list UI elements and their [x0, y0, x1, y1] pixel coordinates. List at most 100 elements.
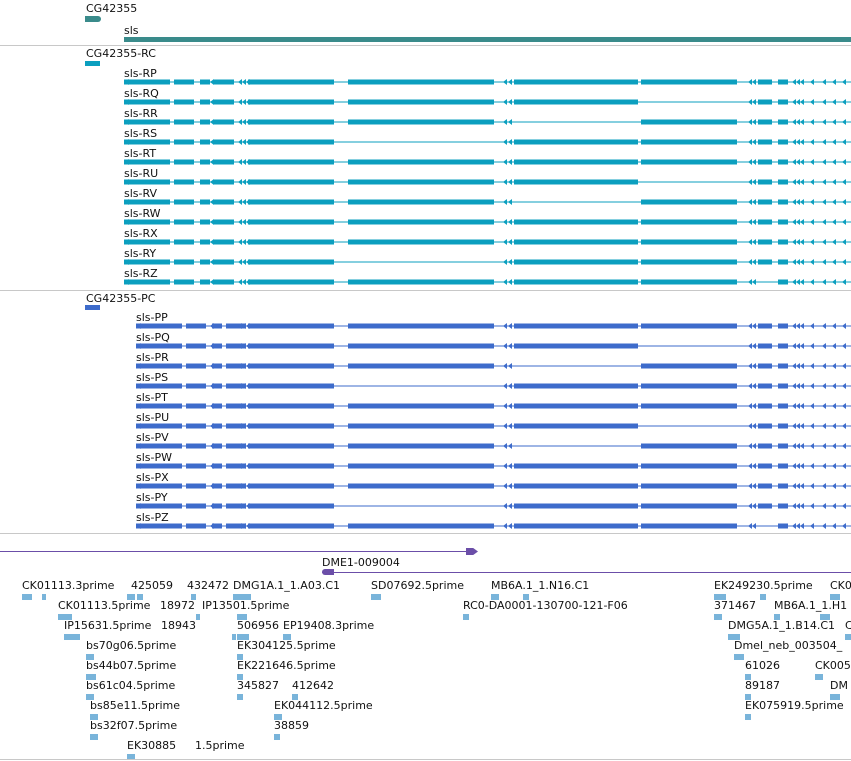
rc-transcript-glyph[interactable] — [0, 237, 851, 247]
est-glyph[interactable] — [728, 634, 740, 640]
pc-transcript-glyph[interactable] — [0, 401, 851, 411]
rc-transcript-glyph[interactable] — [0, 137, 851, 147]
pc-transcript-glyph[interactable] — [0, 441, 851, 451]
pc-transcript-glyph[interactable] — [0, 461, 851, 471]
exon — [514, 239, 638, 245]
est-glyph[interactable] — [714, 594, 726, 600]
exon — [514, 79, 638, 85]
exon — [248, 503, 334, 509]
est-glyph[interactable] — [714, 614, 722, 620]
est-glyph[interactable] — [90, 714, 98, 720]
strand-arrow — [508, 423, 512, 429]
est-glyph[interactable] — [274, 734, 280, 740]
est-glyph[interactable] — [745, 694, 751, 700]
est-glyph[interactable] — [274, 714, 282, 720]
strand-arrow — [792, 279, 796, 285]
strand-arrow — [800, 503, 804, 509]
est-glyph[interactable] — [22, 594, 32, 600]
strand-arrow — [748, 403, 752, 409]
est-glyph[interactable] — [137, 594, 143, 600]
est-glyph[interactable] — [760, 594, 766, 600]
est-glyph[interactable] — [86, 654, 94, 660]
strand-arrow — [832, 279, 836, 285]
est-glyph[interactable] — [830, 594, 840, 600]
est-glyph[interactable] — [523, 594, 529, 600]
est-glyph[interactable] — [86, 674, 96, 680]
est-glyph[interactable] — [745, 714, 751, 720]
est-glyph[interactable] — [127, 594, 135, 600]
est-glyph[interactable] — [237, 694, 243, 700]
est-glyph[interactable] — [127, 754, 135, 760]
est-glyph[interactable] — [232, 634, 236, 640]
est-glyph[interactable] — [371, 594, 381, 600]
gene-group-glyph[interactable] — [85, 16, 101, 22]
est-glyph[interactable] — [292, 694, 298, 700]
est-glyph[interactable] — [233, 594, 251, 600]
pc-transcript-glyph[interactable] — [0, 321, 851, 331]
est-glyph[interactable] — [86, 694, 94, 700]
est-glyph[interactable] — [815, 674, 823, 680]
rc-transcript-glyph[interactable] — [0, 217, 851, 227]
est-glyph[interactable] — [491, 594, 499, 600]
exon — [514, 99, 638, 105]
exon — [214, 239, 234, 245]
est-label: 1.5prime — [195, 739, 245, 752]
rc-transcript-glyph[interactable] — [0, 197, 851, 207]
est-glyph[interactable] — [237, 614, 247, 620]
rc-transcript-glyph[interactable] — [0, 97, 851, 107]
rc-transcript-glyph[interactable] — [0, 157, 851, 167]
pc-group-glyph[interactable] — [85, 305, 100, 310]
est-glyph[interactable] — [774, 614, 780, 620]
est-glyph[interactable] — [820, 614, 830, 620]
exon — [214, 259, 234, 265]
rc-transcript-label: sls-RV — [124, 187, 158, 200]
est-glyph[interactable] — [463, 614, 469, 620]
pc-transcript-glyph[interactable] — [0, 481, 851, 491]
exon — [136, 343, 182, 349]
strand-arrow — [246, 279, 250, 285]
est-glyph[interactable] — [745, 674, 751, 680]
rc-transcript-glyph[interactable] — [0, 77, 851, 87]
est-glyph[interactable] — [64, 634, 80, 640]
rc-group-glyph[interactable] — [85, 61, 100, 66]
strand-arrow — [832, 159, 836, 165]
est-glyph[interactable] — [191, 594, 196, 600]
est-glyph[interactable] — [830, 694, 840, 700]
pc-transcript-glyph[interactable] — [0, 501, 851, 511]
exon — [124, 119, 170, 125]
strand-arrow — [503, 119, 507, 125]
est-glyph[interactable] — [734, 654, 744, 660]
contig-bar[interactable] — [322, 569, 334, 575]
strand-arrow — [842, 363, 846, 369]
est-glyph[interactable] — [196, 614, 200, 620]
rc-transcript-glyph[interactable] — [0, 177, 851, 187]
strand-arrow — [810, 179, 814, 185]
est-glyph[interactable] — [845, 634, 851, 640]
est-glyph[interactable] — [90, 734, 98, 740]
pc-transcript-glyph[interactable] — [0, 421, 851, 431]
est-glyph[interactable] — [58, 614, 72, 620]
strand-arrow — [842, 423, 846, 429]
est-glyph[interactable] — [237, 674, 243, 680]
contig-arrow[interactable] — [466, 548, 478, 555]
strand-arrow — [246, 179, 250, 185]
est-glyph[interactable] — [237, 654, 243, 660]
exon — [200, 259, 210, 265]
exon — [226, 503, 246, 509]
pc-transcript-glyph[interactable] — [0, 341, 851, 351]
gene-bar[interactable] — [124, 37, 851, 42]
exon — [348, 239, 494, 245]
rc-transcript-glyph[interactable] — [0, 277, 851, 287]
strand-arrow — [242, 219, 246, 225]
pc-transcript-glyph[interactable] — [0, 381, 851, 391]
est-glyph[interactable] — [283, 634, 291, 640]
strand-arrow — [810, 99, 814, 105]
exon — [124, 139, 170, 145]
est-glyph[interactable] — [237, 634, 249, 640]
strand-arrow — [246, 79, 250, 85]
rc-transcript-glyph[interactable] — [0, 257, 851, 267]
est-glyph[interactable] — [42, 594, 46, 600]
pc-transcript-glyph[interactable] — [0, 361, 851, 371]
pc-transcript-glyph[interactable] — [0, 521, 851, 531]
rc-transcript-glyph[interactable] — [0, 117, 851, 127]
